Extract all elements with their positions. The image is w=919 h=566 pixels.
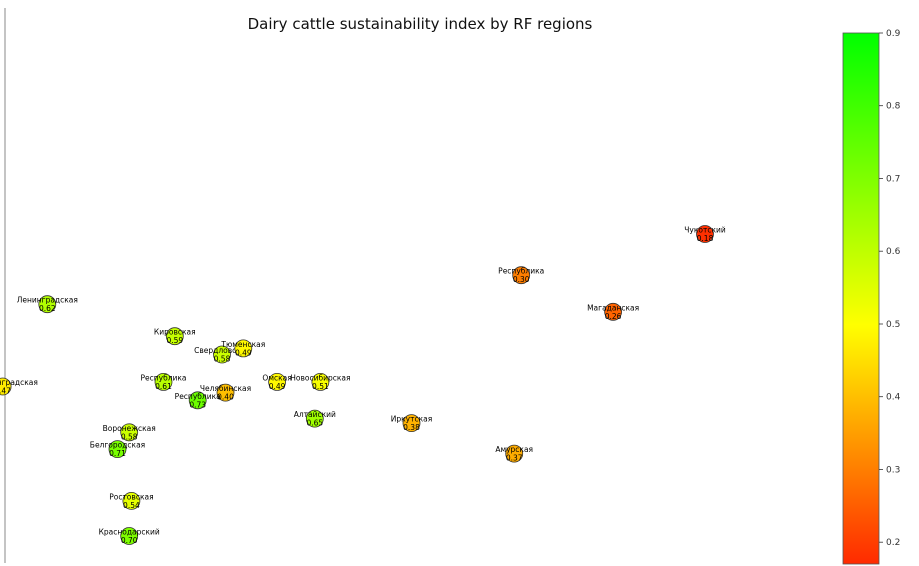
region-marker — [505, 444, 524, 463]
colorbar-gradient — [842, 32, 880, 565]
region-name-label: Кировская — [154, 328, 196, 337]
colorbar-tick-label: 0.7 — [886, 175, 900, 185]
colorbar-tick-label: 0.6 — [886, 247, 901, 257]
region-marker — [305, 409, 324, 428]
region-value-label: 0.51 — [312, 382, 329, 391]
region-value-label: 0.37 — [506, 454, 523, 463]
region-marker — [188, 391, 207, 410]
chart-title: Dairy cattle sustainability index by RF … — [248, 15, 593, 33]
region-name-label: Республика — [498, 267, 544, 276]
region-point-9: Калининградская0.47 — [0, 377, 38, 396]
region-name-label: Амурская — [495, 445, 533, 454]
region-value-label: 0.62 — [39, 304, 56, 313]
region-marker — [216, 383, 235, 402]
region-marker — [154, 372, 173, 391]
region-value-label: 0.59 — [166, 336, 183, 345]
region-marker — [268, 372, 287, 391]
region-name-label: Новосибирская — [290, 373, 350, 382]
region-value-label: 0.49 — [269, 382, 286, 391]
region-value-label: 0.58 — [121, 432, 138, 441]
region-marker — [108, 440, 127, 459]
region-name-label: Калининградская — [0, 378, 38, 387]
region-value-label: 0.30 — [513, 275, 530, 284]
colorbar-tick-label: 0.9 — [886, 29, 901, 39]
region-value-label: 0.40 — [217, 393, 234, 402]
region-marker — [512, 266, 531, 285]
region-marker — [165, 327, 184, 346]
region-name-label: Республика — [175, 392, 221, 401]
region-name-label: Ростовская — [109, 492, 153, 501]
region-value-label: 0.61 — [155, 382, 172, 391]
colorbar-tick-label: 0.2 — [886, 538, 900, 548]
region-name-label: Белгородская — [90, 441, 145, 450]
region-name-label: Ленинградская — [17, 296, 78, 305]
region-value-label: 0.65 — [306, 419, 323, 428]
region-marker — [38, 295, 57, 314]
region-marker — [120, 527, 139, 545]
region-value-label: 0.54 — [123, 501, 140, 510]
region-name-label: Воронежская — [103, 424, 156, 433]
region-name-label: Омская — [262, 373, 291, 382]
region-marker — [120, 423, 139, 442]
region-value-label: 0.49 — [235, 348, 252, 357]
region-marker — [122, 491, 141, 510]
region-value-label: 0.26 — [605, 312, 622, 321]
region-marker — [234, 339, 253, 358]
region-name-label: Краснодарский — [99, 528, 160, 537]
region-value-label: 0.58 — [214, 355, 231, 364]
region-name-label: Чукотский — [684, 226, 726, 235]
region-name-label: Алтайский — [294, 410, 336, 419]
colorbar: 0.2 0.3 0.4 0.5 0.6 0.7 0.8 0.9 — [842, 29, 901, 565]
region-value-label: 0.73 — [189, 400, 206, 409]
region-marker — [696, 225, 714, 243]
region-value-label: 0.71 — [109, 449, 126, 458]
colorbar-tick-label: 0.4 — [886, 393, 901, 403]
region-value-label: 0.47 — [0, 387, 11, 396]
colorbar-ticks: 0.2 0.3 0.4 0.5 0.6 0.7 0.8 0.9 — [879, 29, 901, 548]
region-marker — [0, 377, 12, 396]
region-name-label: Иркутская — [391, 415, 432, 424]
colorbar-tick-label: 0.8 — [886, 102, 901, 112]
region-value-label: 0.18 — [697, 234, 714, 243]
region-marker — [311, 372, 330, 391]
region-marker — [604, 302, 622, 321]
region-value-label: 0.70 — [121, 536, 138, 545]
colorbar-tick-label: 0.5 — [886, 320, 900, 330]
region-value-label: 0.38 — [403, 423, 420, 432]
colorbar-tick-label: 0.3 — [886, 465, 900, 475]
region-name-label: Магаданская — [587, 303, 639, 312]
region-marker — [402, 414, 421, 433]
region-name-label: Тюменская — [220, 340, 265, 349]
region-marker — [213, 345, 231, 364]
region-name-label: Челябинская — [200, 384, 251, 393]
region-name-label: Свердловская — [194, 346, 250, 355]
points-layer: Ленинградская0.62Кировская0.59Свердловск… — [0, 225, 726, 545]
region-name-label: Республика — [140, 373, 186, 382]
